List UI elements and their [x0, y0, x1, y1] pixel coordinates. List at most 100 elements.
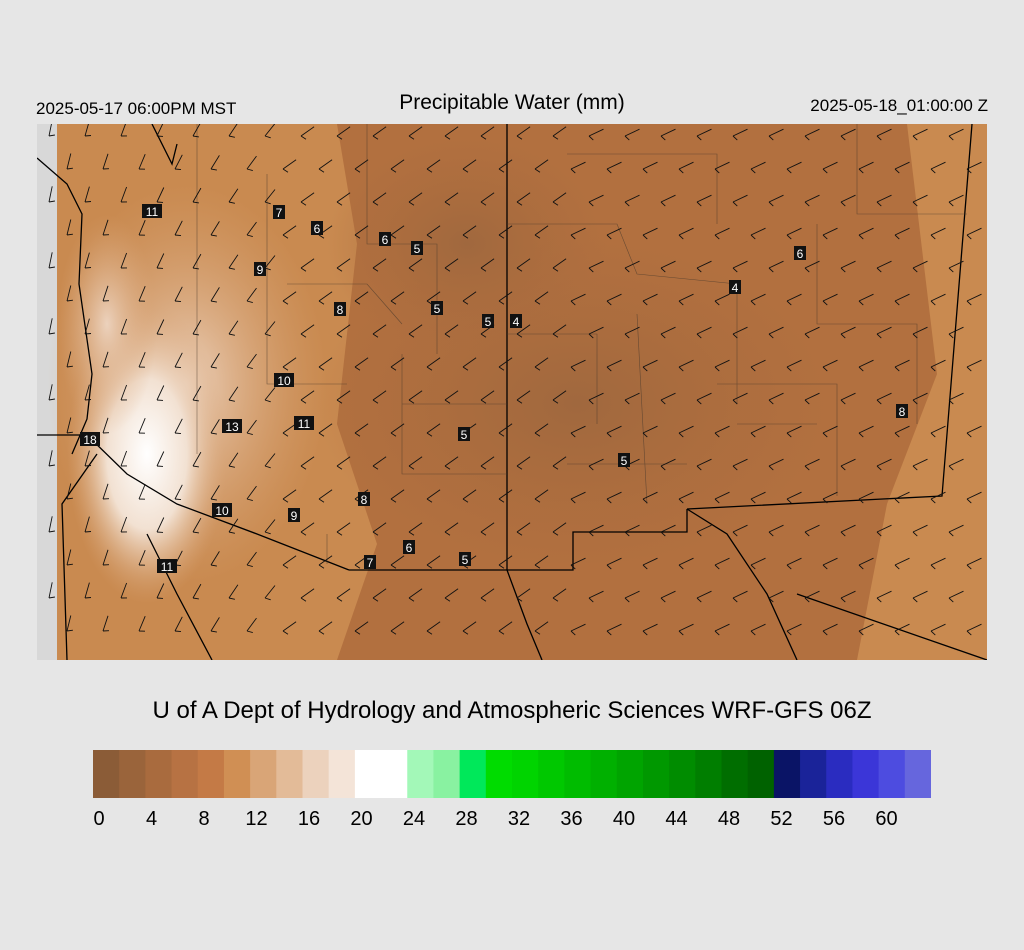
wind-barb [930, 557, 946, 570]
wind-barb [642, 161, 658, 174]
wind-barb [408, 324, 423, 338]
colorbar-tick-label: 32 [507, 808, 531, 830]
wind-barb [678, 227, 694, 240]
colorbar-tick-label: 20 [350, 808, 373, 830]
wind-barb [696, 326, 712, 339]
colorbar-swatch [642, 750, 670, 798]
wind-barb [858, 557, 874, 570]
wind-barb [426, 159, 441, 173]
colorbar-tick-label: 4 [145, 808, 158, 830]
wind-barb [138, 418, 146, 434]
wind-barb [282, 291, 297, 305]
wind-barb [390, 489, 405, 503]
wind-barb [840, 326, 856, 339]
wind-barb [552, 588, 567, 602]
wind-barb [660, 392, 676, 405]
wind-barb [714, 425, 730, 438]
wind-barb [948, 524, 964, 537]
wind-barb [408, 126, 423, 140]
wind-barb [282, 489, 297, 503]
wind-barb [534, 489, 549, 503]
wind-barb [246, 551, 257, 568]
wind-barb [642, 359, 658, 372]
wind-barb [390, 159, 405, 173]
station-label-bg [729, 280, 741, 294]
wind-barb [156, 319, 165, 335]
wind-barb [624, 260, 640, 273]
wind-barb [282, 159, 297, 173]
wind-barb [228, 584, 239, 600]
wind-barb [588, 194, 604, 207]
wind-barb [912, 590, 928, 603]
station-label-bg [411, 241, 423, 255]
wind-barb [570, 623, 586, 636]
wind-barb [156, 385, 165, 401]
wind-barb [678, 491, 694, 504]
wind-barb [318, 159, 333, 173]
wind-barb [66, 417, 73, 434]
wind-barb [570, 161, 586, 174]
wind-barb [876, 590, 892, 603]
wind-barb [588, 326, 604, 339]
station-value: 13 [225, 420, 239, 434]
wind-barb [678, 623, 694, 636]
station-label-bg [482, 314, 494, 328]
station-value: 7 [367, 556, 374, 570]
wind-barb [84, 124, 92, 137]
colorbar-swatch [878, 750, 906, 798]
wind-barb [408, 588, 423, 602]
colorbar-swatch [773, 750, 801, 798]
wind-barb [606, 359, 622, 372]
wind-barb [426, 423, 441, 437]
colorbar-swatch [171, 750, 199, 798]
wind-barb [840, 590, 856, 603]
wind-barb [588, 590, 604, 603]
wind-barb [102, 153, 110, 170]
station-value: 5 [485, 315, 492, 329]
wind-barb [552, 456, 567, 470]
wind-barb [588, 524, 604, 537]
wind-barb [678, 161, 694, 174]
wind-barb [426, 225, 441, 239]
wind-barb [84, 450, 92, 467]
wind-barb [678, 293, 694, 306]
wind-barb [732, 524, 748, 537]
colorbar-swatch [721, 750, 749, 798]
wind-barb [498, 159, 513, 173]
station-value: 18 [83, 433, 97, 447]
station-label-bg [794, 246, 806, 260]
wind-barb [894, 359, 910, 372]
wind-barb [336, 324, 351, 338]
wind-barb [102, 549, 110, 566]
wind-barb [858, 227, 874, 240]
wind-barb [264, 321, 276, 337]
station-label-bg [618, 453, 630, 467]
wind-barb [300, 126, 315, 140]
wind-barb [858, 293, 874, 306]
wind-barb [138, 616, 146, 632]
wind-barb [192, 253, 202, 270]
wind-barb [318, 621, 333, 635]
station-value: 6 [382, 233, 389, 247]
colorbar-swatch [616, 750, 644, 798]
wind-barb [768, 392, 784, 405]
wind-barb [516, 126, 531, 140]
wind-barb [966, 161, 982, 174]
colorbar-swatch [354, 750, 382, 798]
wind-barb [102, 351, 110, 368]
wind-barb [642, 227, 658, 240]
wind-barb [336, 456, 351, 470]
wind-barb [786, 491, 802, 504]
wind-barb [912, 458, 928, 471]
wind-barb [516, 456, 531, 470]
wind-barb [930, 425, 946, 438]
station-label-bg [403, 540, 415, 554]
wind-barb [300, 588, 315, 602]
wind-barb [318, 357, 333, 371]
wind-barb [426, 555, 441, 569]
wind-barb [408, 522, 423, 536]
wind-barb [624, 128, 640, 141]
wind-barb [750, 425, 766, 438]
colorbar-swatch [852, 750, 880, 798]
wind-barb [840, 260, 856, 273]
